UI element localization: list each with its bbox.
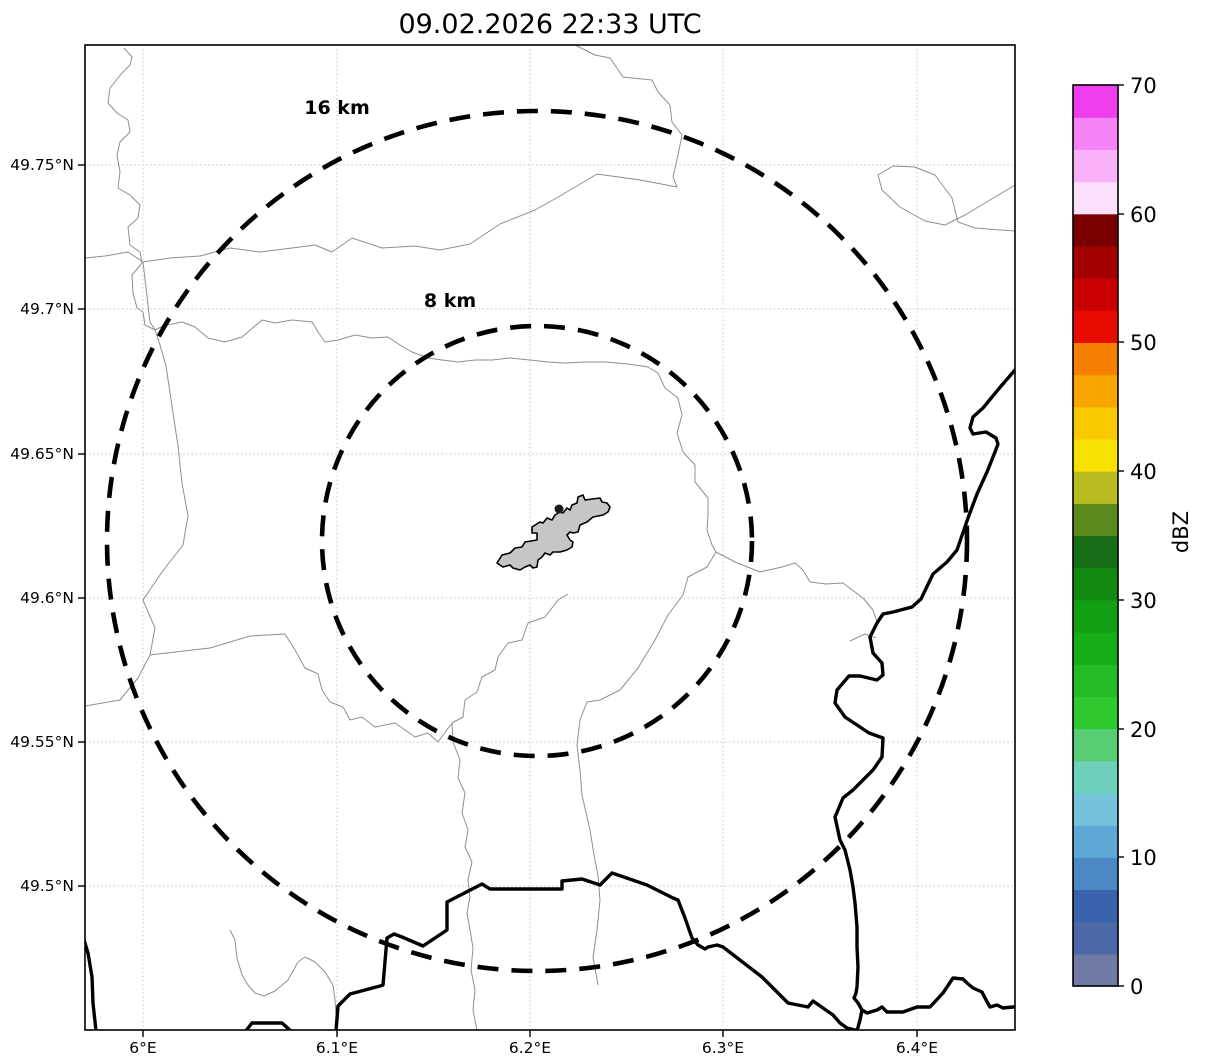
admin-boundary-line: [85, 251, 156, 331]
admin-boundary-line: [574, 45, 683, 188]
colorbar-frame: [1072, 84, 1119, 987]
y-tick-label: 49.7°N: [20, 300, 74, 318]
axis-ticks: [78, 164, 918, 1037]
y-tick-label: 49.6°N: [20, 589, 74, 607]
colorbar-segment: [1073, 213, 1118, 247]
y-tick-label: 49.75°N: [10, 156, 74, 174]
colorbar-tick-label: 50: [1130, 331, 1157, 355]
colorbar-segment: [1073, 632, 1118, 665]
colorbar-tick-labels: 0 10 20 30 40 50 60 70: [1130, 74, 1157, 999]
colorbar-segment: [1073, 535, 1118, 569]
range-ring-8km: [319, 323, 755, 759]
colorbar-segment: [1073, 310, 1118, 344]
colorbar-tick-label: 10: [1130, 846, 1157, 870]
colorbar-segments: [1073, 85, 1118, 987]
map-frame: [84, 44, 1016, 1031]
map-area: [85, 45, 1015, 1030]
country-border-line: [334, 871, 857, 1030]
colorbar-segment: [1073, 760, 1118, 794]
colorbar-segment: [1073, 85, 1118, 118]
colorbar-segment: [1073, 245, 1118, 279]
y-tick-label: 49.65°N: [10, 445, 74, 463]
colorbar-segment: [1073, 696, 1118, 730]
admin-boundary-lines: [85, 45, 1015, 1030]
admin-boundary-line: [849, 633, 877, 642]
colorbar-segment: [1073, 117, 1118, 150]
admin-boundary-line: [229, 929, 337, 1016]
colorbar-segment: [1073, 664, 1118, 697]
x-axis-tick-labels: 6°E 6.1°E 6.2°E 6.3°E 6.4°E: [129, 1039, 938, 1057]
admin-boundary-line: [451, 593, 569, 1030]
admin-boundary-line: [154, 319, 717, 553]
colorbar-tick-label: 20: [1130, 718, 1157, 742]
colorbar-segment: [1073, 889, 1118, 923]
colorbar-segment: [1073, 438, 1118, 472]
colorbar-tick-label: 0: [1130, 975, 1143, 999]
colorbar-segment: [1073, 953, 1118, 987]
country-border-line: [860, 976, 1015, 1015]
colorbar-segment: [1073, 857, 1118, 891]
country-border-line: [244, 1021, 293, 1030]
city-area-polygon: [496, 494, 611, 571]
y-axis-tick-labels: 49.75°N 49.7°N 49.65°N 49.6°N 49.55°N 49…: [10, 156, 74, 895]
river-border-line: [833, 368, 1015, 1030]
country-border-lines: [85, 368, 1015, 1030]
colorbar-segment: [1073, 728, 1118, 762]
y-tick-label: 49.55°N: [10, 733, 74, 751]
colorbar-segment: [1073, 792, 1118, 826]
colorbar-segment: [1073, 471, 1118, 504]
admin-boundary-line: [142, 173, 678, 263]
colorbar-tick-label: 40: [1130, 460, 1157, 484]
colorbar-tick-label: 70: [1130, 74, 1157, 98]
x-tick-label: 6°E: [129, 1039, 156, 1057]
range-ring-label-16km: 16 km: [304, 97, 370, 119]
colorbar-segment: [1073, 503, 1118, 537]
colorbar-axis-label: dBZ: [1169, 511, 1193, 553]
colorbar-segment: [1073, 149, 1118, 183]
colorbar-segment: [1073, 567, 1118, 601]
x-tick-label: 6.4°E: [896, 1039, 938, 1057]
colorbar-segment: [1073, 825, 1118, 858]
colorbar-segment: [1073, 278, 1118, 311]
y-tick-label: 49.5°N: [20, 877, 74, 895]
admin-boundary-line: [85, 47, 189, 707]
admin-boundary-line: [149, 633, 453, 743]
admin-boundary-line: [715, 551, 878, 623]
colorbar-segment: [1073, 406, 1118, 440]
colorbar-segment: [1073, 599, 1118, 633]
x-tick-label: 6.2°E: [509, 1039, 551, 1057]
x-tick-label: 6.1°E: [316, 1039, 358, 1057]
range-ring-16km: [104, 108, 970, 974]
radar-site-marker: [554, 504, 564, 514]
colorbar-segment: [1073, 921, 1118, 955]
plot-title: 09.02.2026 22:33 UTC: [398, 9, 701, 40]
admin-boundary-line: [877, 165, 1015, 232]
x-tick-label: 6.3°E: [702, 1039, 744, 1057]
colorbar-ticks: [1118, 84, 1124, 987]
country-border-line: [85, 938, 98, 1030]
admin-boundary-line: [576, 551, 717, 986]
colorbar-segment: [1073, 342, 1118, 376]
colorbar-segment: [1073, 181, 1118, 215]
graticule-gridlines: [85, 45, 1015, 1030]
range-ring-label-8km: 8 km: [424, 290, 476, 312]
colorbar-tick-label: 30: [1130, 589, 1157, 613]
colorbar-tick-label: 60: [1130, 203, 1157, 227]
colorbar-segment: [1073, 374, 1118, 408]
